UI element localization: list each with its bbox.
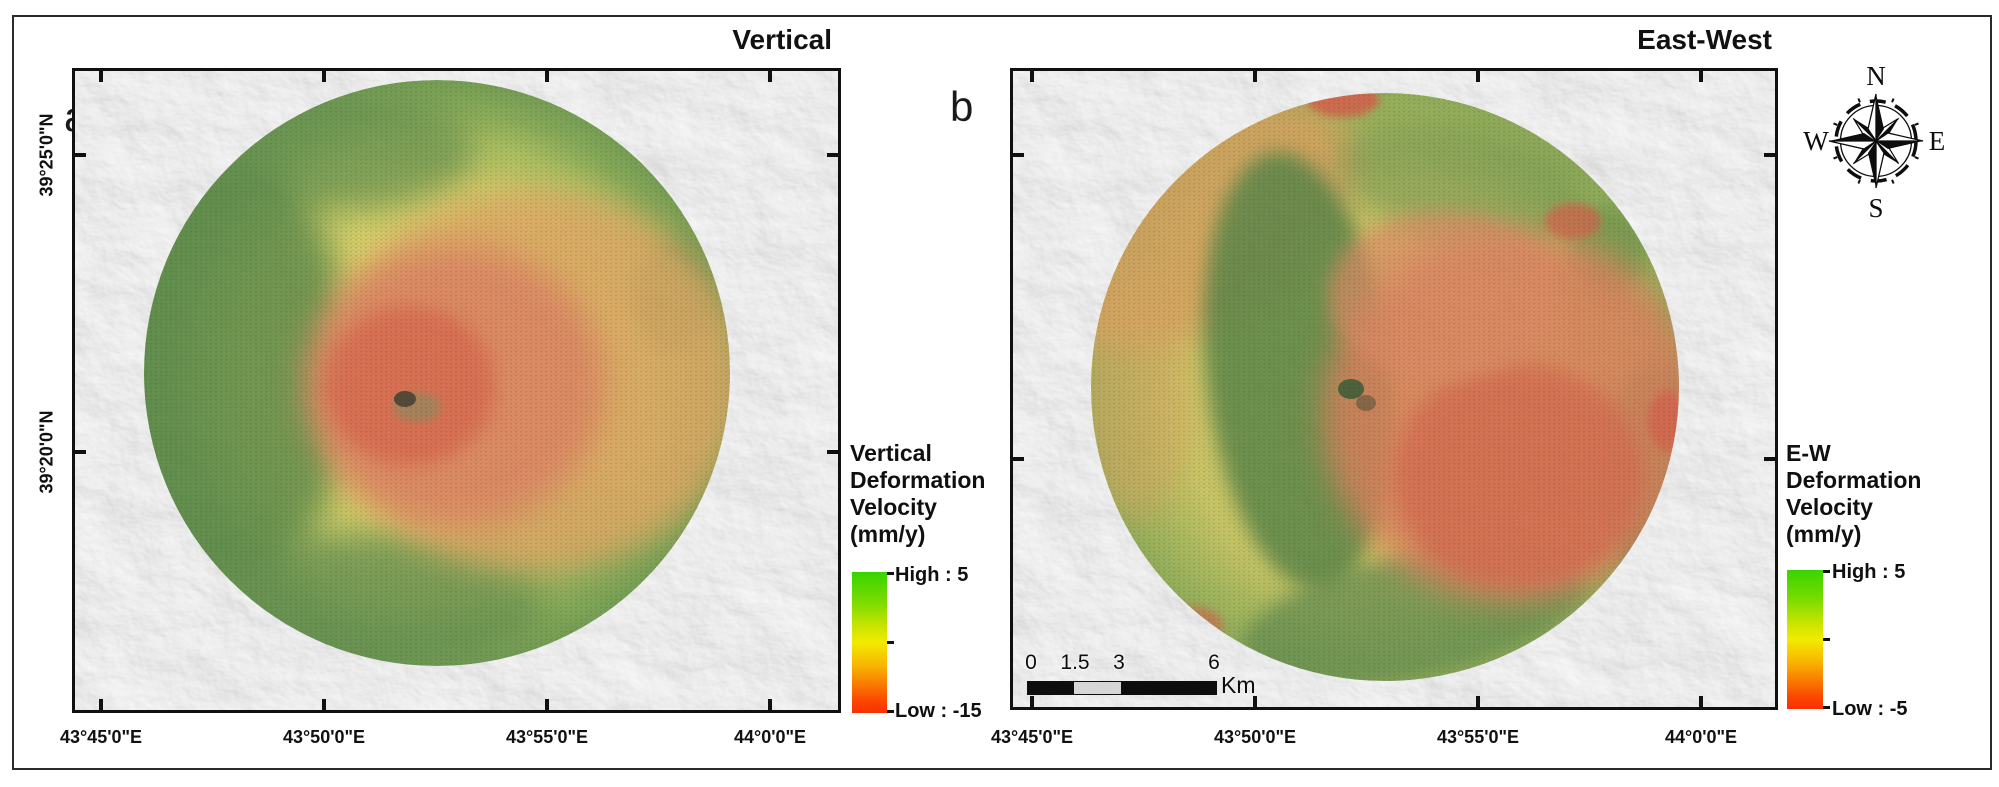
compass-west-label: W <box>1803 126 1829 156</box>
legend-a-title-line2: Deformation <box>850 467 986 493</box>
legend-b-ramp-tick-bottom <box>1823 706 1830 709</box>
compass-east-label: E <box>1929 126 1946 156</box>
panel-b-title: East-West <box>1637 24 1772 55</box>
legend-a-ramp-tick-top <box>887 572 894 575</box>
scalebar-unit: Km <box>1221 672 1256 698</box>
map-b <box>1010 68 1778 710</box>
legend-b-title-line2: Deformation <box>1786 467 1922 493</box>
deformation-overlay-b <box>1091 93 1679 681</box>
legend-b-title: E-W Deformation Velocity (mm/y) <box>1786 440 1921 548</box>
legend-b-title-line1: E-W <box>1786 440 1831 466</box>
legend-a-title-line3: Velocity <box>850 494 937 520</box>
legend-a-title-line4: (mm/y) <box>850 521 926 547</box>
map-a-image <box>75 71 838 710</box>
map-a-xlabel-0: 43°45'0"E <box>59 727 143 747</box>
panel-a-title: Vertical <box>732 24 832 55</box>
legend-b-low-label: Low : -5 <box>1832 698 1908 720</box>
map-a-xlabel-1: 43°50'0"E <box>282 727 366 747</box>
legend-b-title-line3: Velocity <box>1786 494 1873 520</box>
map-a-xlabel-2: 43°55'0"E <box>505 727 589 747</box>
map-b-xlabel-0: 43°45'0"E <box>990 727 1074 747</box>
map-a-xlabel-3: 44°0'0"E <box>733 727 807 747</box>
map-b-x-ticks <box>1030 71 1703 707</box>
legend-a-ramp-tick-bottom <box>887 710 894 713</box>
map-b-xlabel-3: 44°0'0"E <box>1664 727 1738 747</box>
map-a <box>72 68 841 713</box>
legend-a-title-line1: Vertical <box>850 440 932 466</box>
map-b-xlabel-2: 43°55'0"E <box>1436 727 1520 747</box>
legend-b-color-ramp <box>1787 570 1823 709</box>
scalebar-label-3: 3 <box>1113 651 1125 674</box>
scalebar-label-1-5: 1.5 <box>1060 651 1090 674</box>
map-a-ylabel-0: 39°25'0"N <box>36 113 57 197</box>
legend-a-low-label: Low : -15 <box>895 700 982 722</box>
map-b-y-ticks <box>1013 153 1775 461</box>
scalebar-bar <box>1027 681 1217 695</box>
map-a-y-ticks <box>75 153 838 454</box>
legend-a-ramp-tick-mid <box>887 641 894 644</box>
map-b-image <box>1013 71 1775 707</box>
scalebar-label-0: 0 <box>1025 651 1037 674</box>
legend-a-title: Vertical Deformation Velocity (mm/y) <box>850 440 985 548</box>
legend-b-high-label: High : 5 <box>1832 561 1906 583</box>
legend-b-ramp-tick-top <box>1823 570 1830 573</box>
compass-star-icon <box>1828 93 1924 189</box>
panel-b-letter: b <box>950 83 974 130</box>
map-a-ylabel-1: 39°20'0"N <box>36 410 57 494</box>
compass-north-label: N <box>1866 61 1886 91</box>
scalebar-label-6: 6 <box>1208 651 1220 674</box>
legend-a-high-label: High : 5 <box>895 564 969 586</box>
map-b-xlabel-1: 43°50'0"E <box>1213 727 1297 747</box>
compass-rose: N E S W <box>1803 61 1946 220</box>
legend-b-ramp-tick-mid <box>1823 638 1830 641</box>
legend-a-color-ramp <box>852 572 887 713</box>
legend-b-title-line4: (mm/y) <box>1786 521 1862 547</box>
compass-south-label: S <box>1868 193 1883 220</box>
map-a-x-ticks <box>99 71 772 710</box>
deformation-overlay-a <box>144 80 730 666</box>
